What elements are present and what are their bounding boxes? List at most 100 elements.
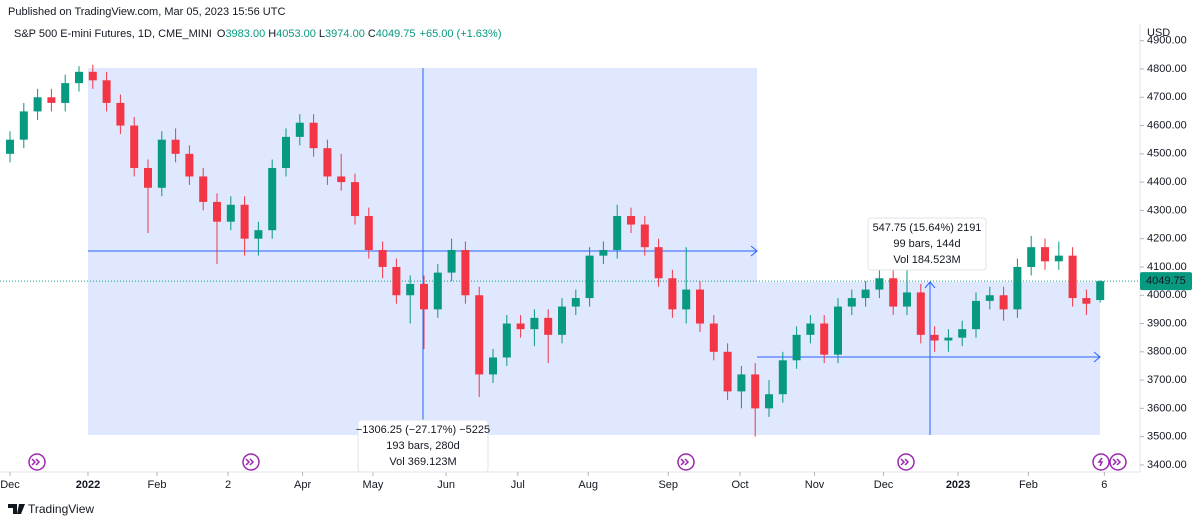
x-tick-label: Aug [578,479,598,491]
x-tick-label: May [363,479,384,491]
candle-body [61,83,70,103]
candle-body [157,139,166,188]
candle-body [254,230,263,239]
candle-body [282,136,290,168]
measure-arrow [750,245,758,257]
legend-key: H [268,28,276,40]
x-tick-label: Dec [874,479,894,491]
candle-body [751,374,760,409]
candle-body [585,255,594,299]
candle-body [903,292,911,307]
candle-body [489,357,497,375]
candle-body [351,182,359,217]
candle-body [475,295,484,375]
legend-key: C [368,28,376,40]
candle-body [226,204,235,222]
candle-body [696,289,704,324]
measure-label-box [867,217,987,271]
candle-body [171,139,180,154]
event-icon[interactable] [28,453,46,471]
candle-body [682,289,691,310]
candle-body [1054,255,1063,262]
legend-value: 3983.00 [225,28,265,40]
candle-body [999,295,1008,310]
measure-label: Vol 369.123M [389,456,456,468]
candle-body [571,298,580,307]
y-tick-label: 4000.00 [1147,289,1187,301]
y-tick-label: 4900.00 [1147,35,1187,47]
candle-body [130,125,139,168]
candle-body [916,292,925,335]
candle-body [213,201,221,222]
event-icon[interactable] [677,453,695,471]
candle-body [558,306,566,335]
candle-body [627,216,635,225]
last-price-label: 4049.75 [1146,275,1186,287]
candle-body [806,323,815,335]
measure-label: −1306.25 (−27.17%) −5225 [356,424,490,436]
candle-body [530,317,539,330]
candle-body [88,71,97,81]
candle-body [765,394,773,409]
legend-change: +65.00 (+1.63%) [420,28,502,40]
y-tick-label: 3900.00 [1147,317,1187,329]
candle-body [1027,247,1036,267]
candle-body [516,323,525,330]
candle-body [19,111,28,140]
candle-body [268,167,277,231]
candle-body [847,298,856,307]
candle-body [1082,298,1091,304]
candle-body [185,153,194,177]
candle-body [295,122,304,137]
legend-key: L [319,28,325,40]
legend-symbol: S&P 500 E-mini Futures, 1D, CME_MINI [14,28,212,40]
measure-label: 99 bars, 144d [893,238,960,250]
candle-body [930,334,939,341]
candle-body [820,323,829,355]
candle-body [406,283,415,296]
plot-area [0,64,1140,437]
candle-body [834,306,842,355]
y-tick-label: 3700.00 [1147,374,1187,386]
candle-body [1041,247,1049,262]
candle-body [654,247,663,279]
candle-body [433,272,442,310]
legend-value: 4049.75 [376,28,416,40]
candle-body [33,97,42,112]
published-note: Published on TradingView.com, Mar 05, 20… [8,6,285,18]
event-icon[interactable] [242,453,260,471]
x-tick-label: Jun [437,479,455,491]
event-icon[interactable] [897,453,915,471]
currency-label: USD [1147,27,1170,39]
measure-arrow [1093,351,1101,363]
candle-body [544,317,553,335]
candle-body [737,374,746,392]
brand-name: TradingView [28,502,94,516]
candle-body [75,71,83,84]
candle-body [240,204,249,239]
measure-zone [757,282,1100,435]
candle-body [309,122,318,149]
y-tick-label: 3800.00 [1147,346,1187,358]
candle-body [792,334,801,361]
candle-body [599,249,608,256]
legend-value: 3974.00 [325,28,365,40]
x-tick-label: Jul [511,479,525,491]
event-icon[interactable] [1109,453,1127,471]
y-tick-label: 4200.00 [1147,233,1187,245]
measure-label: 547.75 (15.64%) 2191 [873,222,982,234]
candle-body [378,249,387,267]
candle-body [709,323,718,352]
candle-body [889,278,898,307]
x-tick-label: 2022 [76,479,100,491]
x-tick-label: Sep [658,479,678,491]
candle-body [447,249,456,273]
x-tick-label: Nov [805,479,825,491]
x-tick-label: 2 [225,479,231,491]
candle-body [958,329,967,338]
measure-arrow [924,281,936,289]
y-tick-label: 4700.00 [1147,91,1187,103]
brand-logo [8,504,25,514]
